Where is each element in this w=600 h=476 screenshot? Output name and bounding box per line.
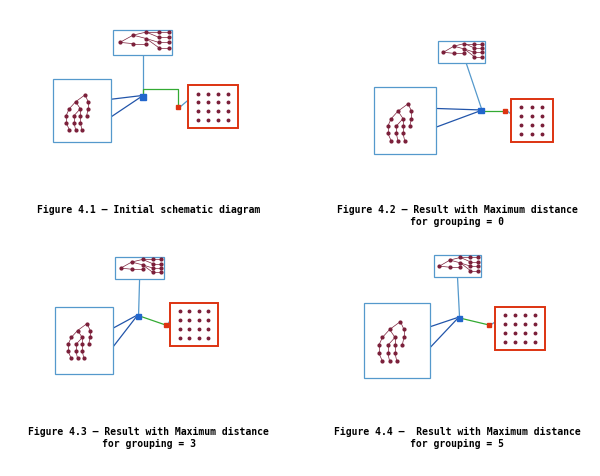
Text: Figure 4.2 – Result with Maximum distance
for grouping = 0: Figure 4.2 – Result with Maximum distanc… — [337, 205, 578, 226]
Bar — [55, 307, 113, 374]
Bar — [487, 323, 491, 327]
Bar — [140, 95, 146, 100]
Bar — [170, 303, 218, 347]
Bar — [374, 88, 436, 155]
Bar — [511, 99, 553, 143]
Bar — [176, 105, 181, 109]
Text: Figure 4.1 – Initial schematic diagram: Figure 4.1 – Initial schematic diagram — [37, 205, 260, 215]
Text: Figure 4.3 – Result with Maximum distance
for grouping = 3: Figure 4.3 – Result with Maximum distanc… — [28, 426, 269, 447]
Text: Figure 4.4 –  Result with Maximum distance
for grouping = 5: Figure 4.4 – Result with Maximum distanc… — [334, 426, 581, 447]
Bar — [438, 42, 485, 64]
Bar — [503, 109, 507, 113]
Bar — [188, 86, 238, 129]
Bar — [478, 109, 484, 114]
Bar — [113, 30, 172, 56]
Bar — [495, 307, 545, 350]
Bar — [457, 316, 462, 322]
Bar — [53, 80, 111, 143]
Bar — [164, 323, 168, 327]
Bar — [434, 256, 481, 278]
Bar — [136, 314, 142, 320]
Bar — [115, 258, 164, 279]
Bar — [364, 303, 430, 378]
